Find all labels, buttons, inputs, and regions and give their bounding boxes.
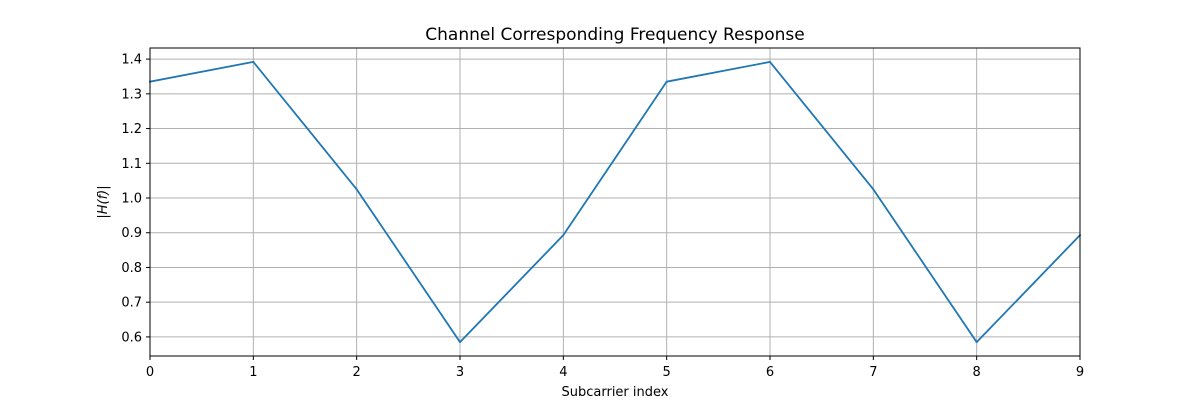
data-point (665, 80, 668, 83)
data-point (975, 341, 978, 344)
data-point (355, 188, 358, 191)
grid-layer (149, 48, 1081, 356)
data-point (769, 60, 771, 63)
x-tick-label: 0 (146, 365, 154, 380)
y-tick-label: 1.4 (121, 53, 142, 68)
y-tick-label: 1.3 (121, 87, 142, 102)
tick-layer: 0 1 2 3 4 5 6 7 8 9 0.6 0.7 0.8 0.9 1.0 1.1 1.2 1.3 1.4 (121, 53, 1084, 380)
data-point (872, 188, 875, 191)
chart-title: Channel Corresponding Frequency Response (425, 25, 804, 45)
data-point (252, 60, 255, 63)
x-tick-label: 4 (559, 365, 567, 380)
y-tick-label: 0.6 (121, 330, 142, 345)
y-tick-label: 0.9 (121, 226, 142, 241)
y-tick-label: 1.1 (121, 157, 142, 172)
plot-frame (149, 47, 1081, 357)
y-tick-label: 0.7 (121, 296, 142, 311)
x-tick-label: 1 (249, 365, 257, 380)
x-tick-label: 3 (456, 365, 464, 380)
x-tick-label: 8 (973, 365, 981, 380)
x-tick-label: 2 (353, 365, 361, 380)
data-point (459, 341, 461, 344)
x-tick-label: 6 (766, 365, 774, 380)
series-line (148, 60, 1082, 344)
x-tick-label: 5 (663, 365, 671, 380)
x-tick-label: 9 (1076, 365, 1084, 380)
data-point (562, 234, 565, 237)
y-tick-label: 1.2 (121, 122, 142, 137)
y-tick-label: 1.0 (121, 192, 142, 207)
y-axis-label: |H(f)| (96, 185, 111, 218)
x-axis-label: Subcarrier index (562, 385, 669, 400)
x-tick-label: 7 (869, 365, 877, 380)
series-layer (148, 60, 1082, 344)
y-tick-label: 0.8 (121, 261, 142, 276)
